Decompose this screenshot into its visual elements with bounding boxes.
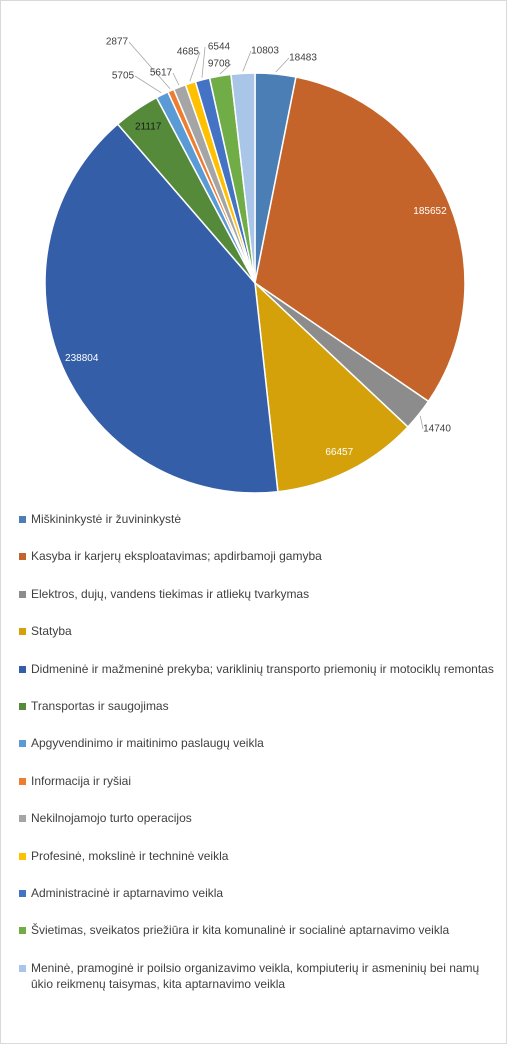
legend-label: Transportas ir saugojimas xyxy=(31,699,169,713)
leader-line xyxy=(219,63,232,75)
legend-item: Elektros, dujų, vandens tiekimas ir atli… xyxy=(19,586,503,602)
data-label: 6544 xyxy=(208,42,231,53)
data-label: 14740 xyxy=(423,424,451,435)
legend-label: Didmeninė ir mažmeninė prekyba; variklin… xyxy=(31,661,494,676)
data-label: 2877 xyxy=(106,37,129,48)
legend-swatch xyxy=(19,815,26,823)
leader-line xyxy=(275,57,290,73)
data-label: 238804 xyxy=(65,353,99,364)
data-label: 5617 xyxy=(150,68,173,79)
legend-item: Statyba xyxy=(19,623,503,639)
legend-label: Meninė, pramoginė ir poilsio organizavim… xyxy=(31,960,480,991)
legend-swatch xyxy=(19,777,26,785)
legend-item: Profesinė, mokslinė ir techninė veikla xyxy=(19,848,503,864)
legend-item: Miškininkystė ir žuvininkystė xyxy=(19,511,503,527)
legend-label: Kasyba ir karjerų eksploatavimas; apdirb… xyxy=(31,549,322,564)
legend-label: Švietimas, sveikatos priežiūra ir kita k… xyxy=(31,923,450,938)
pie-slice xyxy=(44,123,279,494)
leader-line xyxy=(242,50,252,72)
data-label: 9708 xyxy=(208,59,231,70)
legend-label: Elektros, dujų, vandens tiekimas ir atli… xyxy=(31,586,310,601)
legend-swatch xyxy=(19,516,26,523)
legend-swatch xyxy=(19,665,26,673)
legend-label: Statyba xyxy=(31,624,72,639)
leader-line xyxy=(172,72,180,86)
legend-swatch xyxy=(19,553,26,561)
legend-item: Meninė, pramoginė ir poilsio organizavim… xyxy=(19,960,503,992)
data-label: 18483 xyxy=(289,53,317,64)
legend-label: Miškininkystė ir žuvininkystė xyxy=(31,512,182,526)
legend-item: Apgyvendinimo ir maitinimo paslaugų veik… xyxy=(19,735,503,751)
legend-item: Švietimas, sveikatos priežiūra ir kita k… xyxy=(19,922,503,938)
legend-item: Informacija ir ryšiai xyxy=(19,773,503,789)
legend-item: Transportas ir saugojimas xyxy=(19,698,503,714)
pie-slice xyxy=(254,281,409,493)
legend-swatch xyxy=(19,740,26,748)
legend-swatch xyxy=(19,628,26,636)
legend-swatch xyxy=(19,852,26,860)
leader-line xyxy=(128,41,171,90)
data-label: 5705 xyxy=(112,71,135,82)
data-label: 4685 xyxy=(177,47,200,58)
data-label: 185652 xyxy=(413,206,447,217)
leader-line xyxy=(419,415,424,430)
legend-swatch xyxy=(19,703,26,710)
legend-item: Administracinė ir aptarnavimo veikla xyxy=(19,885,503,901)
legend-label: Apgyvendinimo ir maitinimo paslaugų veik… xyxy=(31,736,264,751)
leader-line xyxy=(134,75,162,94)
leader-line xyxy=(201,46,206,78)
data-label: 66457 xyxy=(325,447,353,458)
legend-label: Nekilnojamojo turto operacijos xyxy=(31,811,192,826)
leader-line xyxy=(189,51,201,82)
legend-item: Kasyba ir karjerų eksploatavimas; apdirb… xyxy=(19,548,503,564)
legend-swatch xyxy=(19,890,26,897)
pie-slice xyxy=(254,76,466,403)
legend-label: Informacija ir ryšiai xyxy=(31,773,132,788)
legend-item: Nekilnojamojo turto operacijos xyxy=(19,810,503,826)
legend-label: Administracinė ir aptarnavimo veikla xyxy=(31,886,224,900)
legend-swatch xyxy=(19,964,26,972)
legend-swatch xyxy=(19,590,26,598)
pie-slice xyxy=(230,72,256,284)
legend-label: Profesinė, mokslinė ir techninė veikla xyxy=(31,848,229,863)
data-label: 21117 xyxy=(135,122,162,133)
data-label: 10803 xyxy=(251,46,279,57)
legend-item: Didmeninė ir mažmeninė prekyba; variklin… xyxy=(19,661,503,677)
pie-area: 18483 185652 14740 66457 238804 21117 5705 2877… xyxy=(44,37,466,494)
legend-swatch xyxy=(19,927,26,935)
